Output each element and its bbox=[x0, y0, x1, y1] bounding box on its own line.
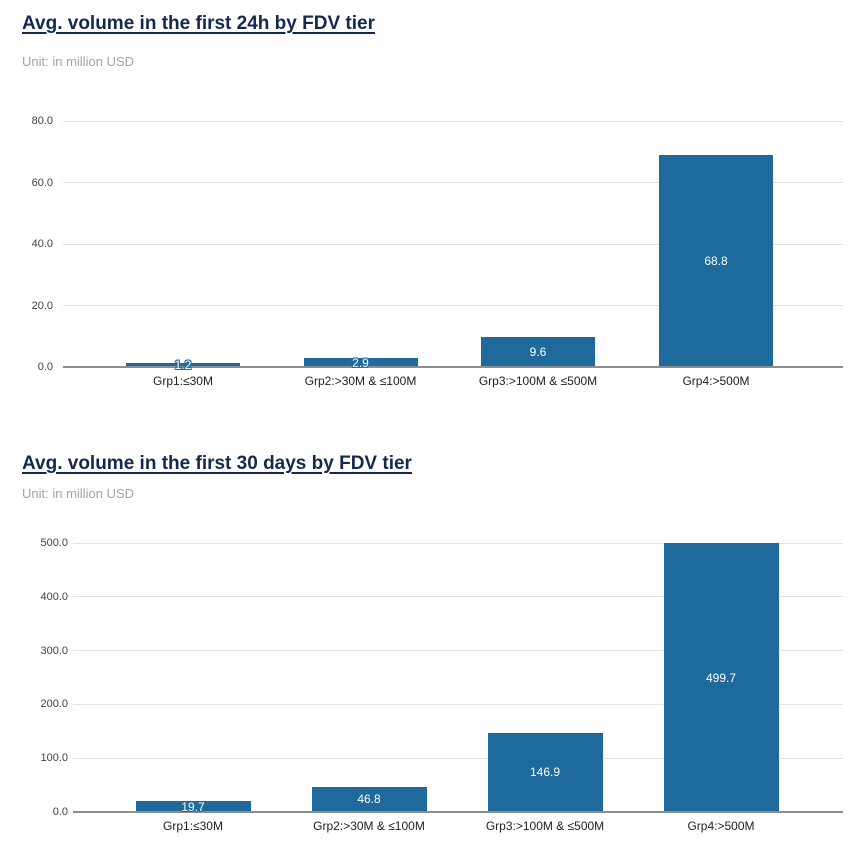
bar-value-label: 499.7 bbox=[705, 670, 737, 685]
bar-value-label: 146.9 bbox=[529, 765, 561, 780]
y-axis-tick-label: 20.0 bbox=[31, 299, 53, 312]
category-label: Grp4:>500M bbox=[682, 374, 750, 388]
gridline bbox=[73, 542, 843, 544]
bar-value-label: 2.9 bbox=[352, 355, 369, 370]
gridline bbox=[73, 757, 843, 759]
gridline bbox=[63, 182, 843, 183]
y-axis-tick-label: 200.0 bbox=[40, 698, 68, 711]
chart-subtitle-24h: Unit: in million USD bbox=[22, 54, 134, 69]
y-axis-tick-label: 300.0 bbox=[40, 644, 68, 657]
category-label: Grp2:>30M & ≤100M bbox=[304, 374, 417, 388]
x-axis-line bbox=[73, 811, 843, 813]
gridline bbox=[63, 243, 843, 245]
y-axis-tick-label: 100.0 bbox=[40, 752, 68, 765]
x-axis-line bbox=[63, 366, 843, 368]
y-axis-tick-label: 0.0 bbox=[37, 361, 53, 373]
bar-Grp4:>500M bbox=[663, 543, 779, 812]
chart-title-30d: Avg. volume in the first 30 days by FDV … bbox=[22, 453, 412, 474]
bar-Grp2:>30M & ≤100M bbox=[303, 358, 418, 367]
y-axis-tick-label: 80.0 bbox=[31, 115, 53, 127]
bar-Grp1:≤30M bbox=[126, 363, 240, 367]
y-axis-tick-label: 400.0 bbox=[40, 590, 68, 603]
gridline bbox=[73, 596, 843, 598]
chart-subtitle-30d: Unit: in million USD bbox=[22, 486, 134, 501]
gridline bbox=[63, 305, 843, 306]
gridline bbox=[73, 703, 843, 705]
category-label: Grp1:≤30M bbox=[153, 374, 213, 388]
category-label: Grp3:>100M & ≤500M bbox=[485, 819, 605, 833]
category-label: Grp3:>100M & ≤500M bbox=[478, 374, 598, 388]
bar-value-label: 19.7 bbox=[181, 799, 205, 814]
bar-chart-24h: 0.0 20.0 40.0 60.0 80.0 1.2 Grp1:≤30M 2.9 Grp2:>… bbox=[0, 115, 861, 388]
category-label: Grp4:>500M bbox=[687, 819, 755, 833]
bar-value-label: 1.2 bbox=[174, 358, 192, 373]
bar-chart-30d: 0.0 100.0 200.0 300.0 400.0 500.0 19.7 Grp1:≤30… bbox=[0, 537, 861, 833]
bar-Grp3:>100M & ≤500M bbox=[481, 337, 595, 367]
gridline bbox=[63, 120, 843, 122]
category-label: Grp2:>30M & ≤100M bbox=[313, 819, 425, 833]
gridline bbox=[73, 650, 843, 652]
y-axis-tick-label: 0.0 bbox=[52, 806, 68, 818]
bar-value-label: 46.8 bbox=[357, 792, 381, 807]
chart-title-24h: Avg. volume in the first 24h by FDV tier bbox=[22, 13, 375, 34]
bar-Grp4:>500M bbox=[659, 155, 773, 367]
bar-Grp1:≤30M bbox=[135, 801, 251, 812]
bar-Grp3:>100M & ≤500M bbox=[487, 732, 603, 812]
y-axis-tick-label: 40.0 bbox=[31, 238, 53, 250]
y-axis-tick-label: 60.0 bbox=[31, 176, 53, 189]
bar-value-label: 9.6 bbox=[529, 345, 547, 360]
y-axis-tick-label: 500.0 bbox=[40, 537, 68, 549]
bar-Grp2:>30M & ≤100M bbox=[311, 786, 427, 812]
category-label: Grp1:≤30M bbox=[163, 819, 223, 833]
bar-value-label: 68.8 bbox=[704, 254, 728, 269]
